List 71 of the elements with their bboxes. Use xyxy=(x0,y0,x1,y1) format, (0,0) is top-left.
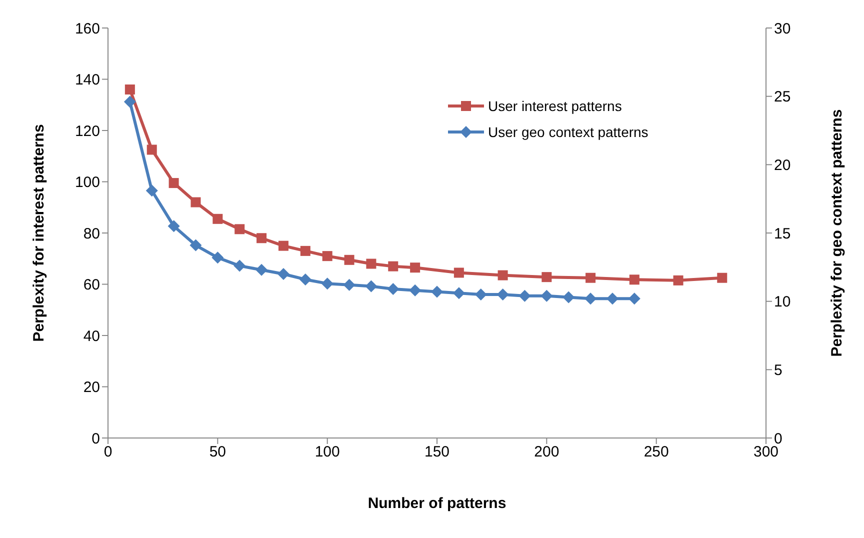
y2-tick-label: 20 xyxy=(774,156,791,174)
x-axis-title: Number of patterns xyxy=(368,495,506,512)
point xyxy=(366,258,376,269)
point xyxy=(277,268,290,280)
y-axis-title: Perplexity for interest patterns xyxy=(30,124,48,342)
point xyxy=(562,291,575,304)
point xyxy=(212,214,223,224)
x-tick-label: 200 xyxy=(534,444,560,461)
point xyxy=(234,224,245,234)
point xyxy=(321,278,334,290)
point xyxy=(146,184,158,197)
point xyxy=(628,292,640,305)
point xyxy=(409,284,422,296)
point xyxy=(146,144,157,155)
point xyxy=(452,287,465,300)
y2-tick-label: 10 xyxy=(774,294,791,311)
point xyxy=(388,261,398,272)
point xyxy=(190,239,202,252)
y2-tick-label: 5 xyxy=(774,362,782,379)
point xyxy=(344,254,354,265)
y-tick-label: 20 xyxy=(83,379,100,396)
point xyxy=(717,272,728,283)
y-tick-label: 140 xyxy=(74,72,100,89)
point xyxy=(168,178,179,188)
legend-label: User interest patterns xyxy=(488,98,622,114)
point xyxy=(431,286,443,298)
y2-axis-title: Perplexity for geo context patterns xyxy=(828,109,846,357)
x-tick-label: 100 xyxy=(314,444,340,461)
point xyxy=(410,262,420,273)
legend-label: User geo context patterns xyxy=(488,124,648,140)
point xyxy=(606,292,618,305)
point xyxy=(387,283,400,296)
point xyxy=(234,260,246,272)
point xyxy=(299,273,312,286)
point xyxy=(584,292,597,305)
point xyxy=(542,272,552,282)
point xyxy=(168,220,180,232)
point xyxy=(540,290,553,302)
point xyxy=(190,197,201,208)
y-tick-label: 0 xyxy=(92,430,100,448)
point xyxy=(212,252,224,264)
point xyxy=(496,288,509,300)
point xyxy=(673,275,684,286)
y-tick-label: 100 xyxy=(74,174,100,192)
point xyxy=(586,272,596,283)
point xyxy=(498,270,508,280)
point xyxy=(300,246,310,256)
point xyxy=(124,84,135,94)
point xyxy=(629,274,640,285)
y2-tick-label: 30 xyxy=(774,20,791,38)
point xyxy=(474,288,487,300)
y-tick-label: 60 xyxy=(83,276,100,294)
point xyxy=(322,251,332,262)
x-tick-label: 150 xyxy=(424,444,450,461)
point xyxy=(278,240,288,251)
y2-tick-label: 25 xyxy=(774,88,791,106)
y-tick-label: 40 xyxy=(83,328,100,345)
y-tick-label: 120 xyxy=(74,122,100,140)
point xyxy=(343,278,356,291)
point xyxy=(365,280,378,292)
point xyxy=(124,96,136,108)
x-tick-label: 50 xyxy=(209,444,226,461)
point xyxy=(454,268,464,278)
x-tick-label: 0 xyxy=(104,444,112,461)
x-tick-label: 250 xyxy=(644,444,669,461)
y-tick-label: 160 xyxy=(74,20,100,38)
point xyxy=(518,290,531,302)
y2-tick-label: 15 xyxy=(774,225,791,242)
point xyxy=(256,233,267,244)
point xyxy=(256,264,268,276)
y-tick-label: 80 xyxy=(83,225,100,242)
